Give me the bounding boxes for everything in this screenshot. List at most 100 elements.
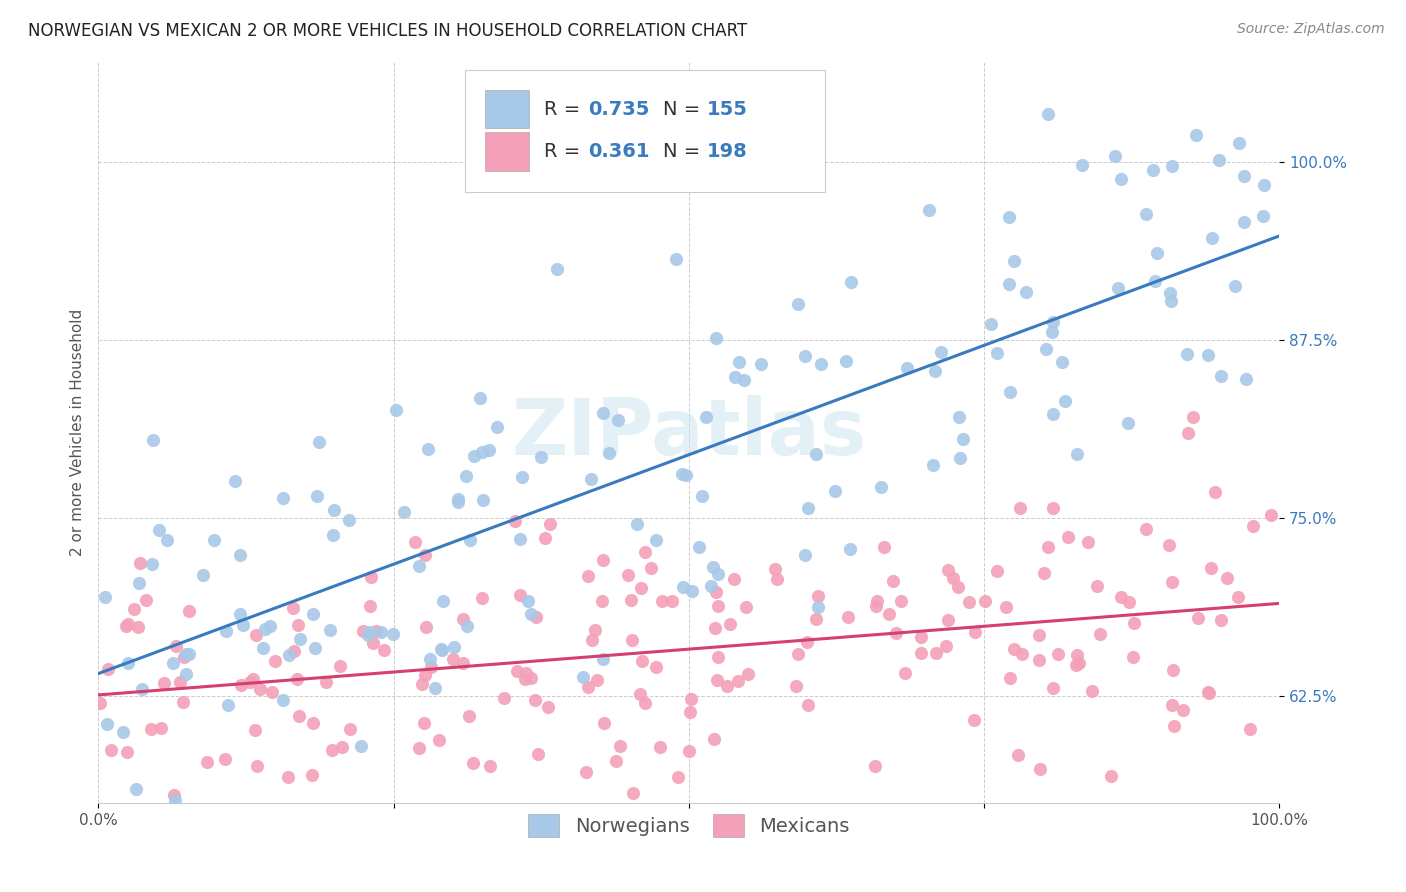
- Point: [796, 635, 818, 649]
- Point: [922, 458, 945, 472]
- Point: [794, 349, 817, 363]
- Point: [301, 716, 323, 731]
- Point: [141, 722, 163, 736]
- Point: [1077, 535, 1099, 549]
- Point: [1199, 560, 1222, 574]
- Point: [1099, 769, 1122, 783]
- Point: [89, 697, 111, 711]
- Point: [1011, 647, 1033, 661]
- Point: [370, 624, 392, 639]
- Point: [142, 433, 165, 447]
- Point: [373, 643, 395, 657]
- Point: [963, 624, 986, 639]
- Point: [592, 716, 614, 731]
- Point: [264, 654, 287, 668]
- Point: [302, 607, 325, 621]
- Point: [246, 758, 269, 772]
- Point: [924, 364, 946, 378]
- Point: [572, 671, 595, 685]
- Point: [519, 671, 541, 685]
- Point: [998, 671, 1021, 685]
- Point: [319, 624, 342, 638]
- Point: [1173, 703, 1195, 717]
- Point: [148, 523, 170, 537]
- Point: [700, 579, 723, 593]
- Point: [650, 739, 672, 754]
- Point: [896, 361, 918, 376]
- Point: [461, 756, 484, 770]
- Point: [252, 641, 274, 656]
- Point: [288, 632, 311, 646]
- Point: [963, 713, 986, 727]
- Point: [304, 640, 326, 655]
- Point: [413, 548, 436, 562]
- Point: [249, 681, 271, 696]
- Point: [936, 613, 959, 627]
- Point: [690, 489, 713, 503]
- Point: [957, 595, 980, 609]
- Point: [214, 752, 236, 766]
- Point: [1028, 652, 1050, 666]
- Bar: [485, 90, 530, 128]
- Point: [165, 793, 187, 807]
- Point: [94, 590, 117, 604]
- Point: [894, 665, 917, 680]
- Point: [678, 744, 700, 758]
- Point: [174, 647, 197, 661]
- Point: [509, 588, 531, 602]
- Point: [165, 640, 187, 654]
- Point: [1197, 684, 1219, 698]
- Point: [131, 682, 153, 697]
- Point: [478, 759, 501, 773]
- Point: [150, 721, 173, 735]
- Point: [287, 618, 309, 632]
- Point: [546, 261, 568, 276]
- Point: [724, 370, 747, 384]
- Point: [427, 733, 450, 747]
- Point: [463, 450, 485, 464]
- Point: [804, 446, 827, 460]
- Point: [538, 516, 561, 531]
- Text: ZIPatlas: ZIPatlas: [512, 394, 866, 471]
- Point: [259, 618, 281, 632]
- Text: R =: R =: [544, 100, 586, 119]
- Point: [1234, 371, 1257, 385]
- Point: [451, 612, 474, 626]
- Point: [925, 646, 948, 660]
- Point: [156, 533, 179, 547]
- Point: [176, 667, 198, 681]
- Point: [628, 687, 651, 701]
- Point: [224, 474, 246, 488]
- Point: [1057, 529, 1080, 543]
- Point: [973, 594, 995, 608]
- Point: [510, 470, 533, 484]
- Point: [447, 495, 470, 509]
- Point: [749, 357, 772, 371]
- Point: [1185, 128, 1208, 142]
- Point: [797, 500, 820, 515]
- Point: [271, 693, 294, 707]
- Point: [366, 624, 388, 639]
- Point: [995, 600, 1018, 615]
- Point: [441, 652, 464, 666]
- Point: [1111, 590, 1133, 604]
- Point: [1066, 658, 1088, 673]
- Point: [616, 568, 638, 582]
- Point: [1042, 315, 1064, 329]
- Point: [253, 622, 276, 636]
- Point: [523, 693, 546, 707]
- Y-axis label: 2 or more Vehicles in Household: 2 or more Vehicles in Household: [69, 309, 84, 557]
- Point: [1002, 642, 1025, 657]
- Point: [1146, 246, 1168, 260]
- Point: [583, 623, 606, 637]
- Point: [1233, 169, 1256, 183]
- Point: [1161, 574, 1184, 589]
- Point: [621, 632, 644, 647]
- Point: [796, 698, 818, 712]
- Point: [229, 548, 252, 562]
- Text: 0.361: 0.361: [589, 142, 650, 161]
- Point: [285, 673, 308, 687]
- Point: [520, 607, 543, 621]
- Point: [645, 533, 668, 548]
- Point: [575, 764, 598, 779]
